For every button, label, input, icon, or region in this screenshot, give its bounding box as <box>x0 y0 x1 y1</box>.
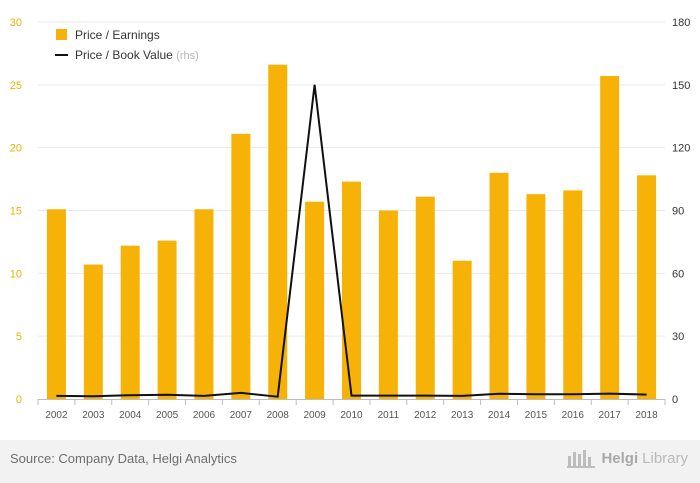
bar-pe <box>120 245 140 399</box>
y-left-tick-label: 15 <box>10 206 22 218</box>
x-tick-label: 2009 <box>303 410 326 421</box>
y-left-tick-label: 5 <box>16 331 22 343</box>
bar-pe <box>489 172 509 399</box>
x-tick-label: 2004 <box>119 410 142 421</box>
bar-pe <box>452 260 472 399</box>
logo-text-strong: Helgi <box>601 449 639 467</box>
y-left-tick-label: 30 <box>10 17 22 29</box>
bar-pe <box>563 190 583 399</box>
legend-swatch-bar <box>56 29 67 40</box>
logo-text-light: Library <box>642 449 688 467</box>
y-left-tick-label: 20 <box>10 143 22 155</box>
bar-pe <box>637 175 657 399</box>
y-right-tick-label: 180 <box>672 17 690 29</box>
bar-pe <box>83 264 103 399</box>
x-tick-label: 2003 <box>82 410 105 421</box>
x-tick-label: 2010 <box>340 410 363 421</box>
x-tick-label: 2015 <box>525 410 548 421</box>
bar-pe <box>378 210 398 399</box>
y-right-tick-label: 30 <box>672 331 684 343</box>
x-tick-label: 2018 <box>635 410 658 421</box>
line-pb <box>56 84 647 398</box>
x-tick-label: 2013 <box>451 410 474 421</box>
x-tick-label: 2016 <box>562 410 585 421</box>
legend-item-pb: Price / Book Value (rhs) <box>55 48 199 62</box>
bar-pe <box>342 181 361 399</box>
x-tick-label: 2011 <box>378 410 400 421</box>
x-tick-label: 2002 <box>45 410 68 421</box>
chart-svg: 0 0 5 30 10 60 15 90 20 120 25 150 30 180 2002 2003 2004… <box>10 17 691 421</box>
x-tick-label: 2006 <box>193 410 216 421</box>
y-left-tick-label: 0 <box>16 394 22 406</box>
x-tick-label: 2007 <box>230 410 253 421</box>
bar-pe <box>46 209 66 399</box>
x-tick-label: 2008 <box>267 410 290 421</box>
x-tick-label: 2012 <box>414 410 437 421</box>
y-right-tick-label: 90 <box>672 206 684 218</box>
legend: Price / Earnings Price / Book Value (rhs) <box>55 28 199 62</box>
helgi-library-logo: Helgi Library <box>567 448 688 468</box>
bar-pe <box>157 240 177 399</box>
legend-label-rhs: (rhs) <box>176 50 199 62</box>
y-right-tick-label: 120 <box>672 143 690 155</box>
legend-label-pb: Price / Book Value (rhs) <box>75 48 199 62</box>
legend-label-pe: Price / Earnings <box>75 28 160 42</box>
y-right-tick-label: 60 <box>672 268 684 280</box>
axes: 0 0 5 30 10 60 15 90 20 120 25 150 30 180 2002 2003 2004… <box>10 17 691 421</box>
y-right-tick-label: 0 <box>672 394 678 406</box>
bar-pe <box>268 64 288 399</box>
y-left-tick-label: 25 <box>10 80 22 92</box>
legend-item-pe: Price / Earnings <box>56 28 160 42</box>
x-tick-label: 2005 <box>156 410 179 421</box>
bar-pe <box>231 133 251 400</box>
y-left-tick-label: 10 <box>10 268 22 280</box>
bar-pe <box>600 76 620 399</box>
library-icon <box>567 450 596 468</box>
bar-pe <box>415 196 435 399</box>
x-tick-label: 2017 <box>599 410 622 421</box>
bar-pe <box>305 201 325 399</box>
x-tick-label: 2014 <box>488 410 511 421</box>
bar-pe <box>526 194 546 399</box>
footer-bar <box>0 440 700 483</box>
y-right-tick-label: 150 <box>672 80 690 92</box>
source-text: Source: Company Data, Helgi Analytics <box>10 451 237 466</box>
bars-pe <box>46 64 657 400</box>
bar-pe <box>194 209 214 399</box>
